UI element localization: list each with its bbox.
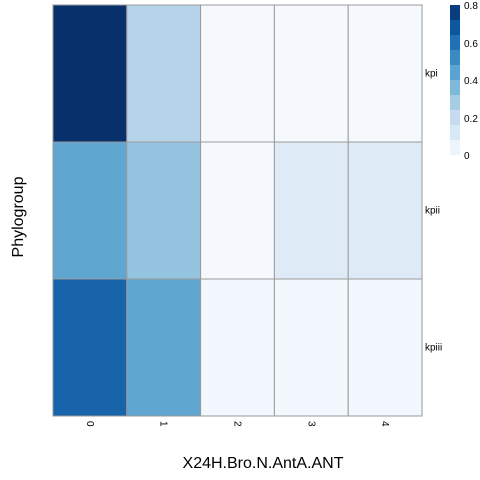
legend-tick-label: 0.4 xyxy=(464,76,478,87)
heatmap-cell-kpiii-0 xyxy=(52,278,128,417)
legend-swatch xyxy=(450,50,460,66)
y-tick-label-kpiii: kpiii xyxy=(425,343,442,354)
heatmap-cell-kpii-1 xyxy=(126,141,202,280)
x-tick-label-4: 4 xyxy=(379,421,390,427)
legend-swatch xyxy=(450,5,460,21)
legend-swatch xyxy=(450,80,460,96)
y-tick-labels: kpi kpii kpiii xyxy=(425,69,442,354)
heatmap-cells xyxy=(52,4,423,417)
heatmap-cell-kpii-3 xyxy=(273,141,349,280)
legend-swatch xyxy=(450,65,460,81)
heatmap-cell-kpi-2 xyxy=(200,4,275,143)
heatmap-cell-kpi-1 xyxy=(126,4,202,143)
legend-swatch xyxy=(450,35,460,51)
heatmap-cell-kpiii-4 xyxy=(347,278,423,417)
legend-tick-label: 0.8 xyxy=(464,1,478,12)
legend-swatch xyxy=(450,140,460,156)
heatmap-cell-kpii-0 xyxy=(52,141,128,280)
legend-swatch xyxy=(450,125,460,141)
legend-swatch xyxy=(450,95,460,111)
heatmap-cell-kpii-4 xyxy=(347,141,423,280)
x-tick-label-1: 1 xyxy=(158,421,169,427)
heatmap-cell-kpiii-2 xyxy=(200,278,275,417)
legend-tick-label: 0 xyxy=(464,151,470,162)
heatmap-cell-kpiii-3 xyxy=(273,278,349,417)
legend-tick-label: 0.6 xyxy=(464,39,478,50)
x-tick-label-3: 3 xyxy=(305,421,316,427)
x-tick-label-0: 0 xyxy=(84,421,95,427)
y-tick-label-kpi: kpi xyxy=(425,69,438,80)
x-tick-label-2: 2 xyxy=(232,421,243,427)
legend-swatch xyxy=(450,20,460,36)
heatmap-cell-kpiii-1 xyxy=(126,278,202,417)
legend-swatch xyxy=(450,110,460,126)
x-tick-labels: 0 1 2 3 4 xyxy=(84,421,390,427)
color-legend: 0 0.2 0.4 0.6 0.8 xyxy=(450,1,478,162)
y-axis-label: Phylogroup xyxy=(10,176,27,257)
x-axis-label: X24H.Bro.N.AntA.ANT xyxy=(183,455,344,472)
heatmap-cell-kpi-0 xyxy=(52,4,128,143)
heatmap-cell-kpii-2 xyxy=(200,141,275,280)
heatmap-cell-kpi-3 xyxy=(273,4,349,143)
legend-tick-label: 0.2 xyxy=(464,114,478,125)
y-tick-label-kpii: kpii xyxy=(425,206,440,217)
heatmap-cell-kpi-4 xyxy=(347,4,423,143)
